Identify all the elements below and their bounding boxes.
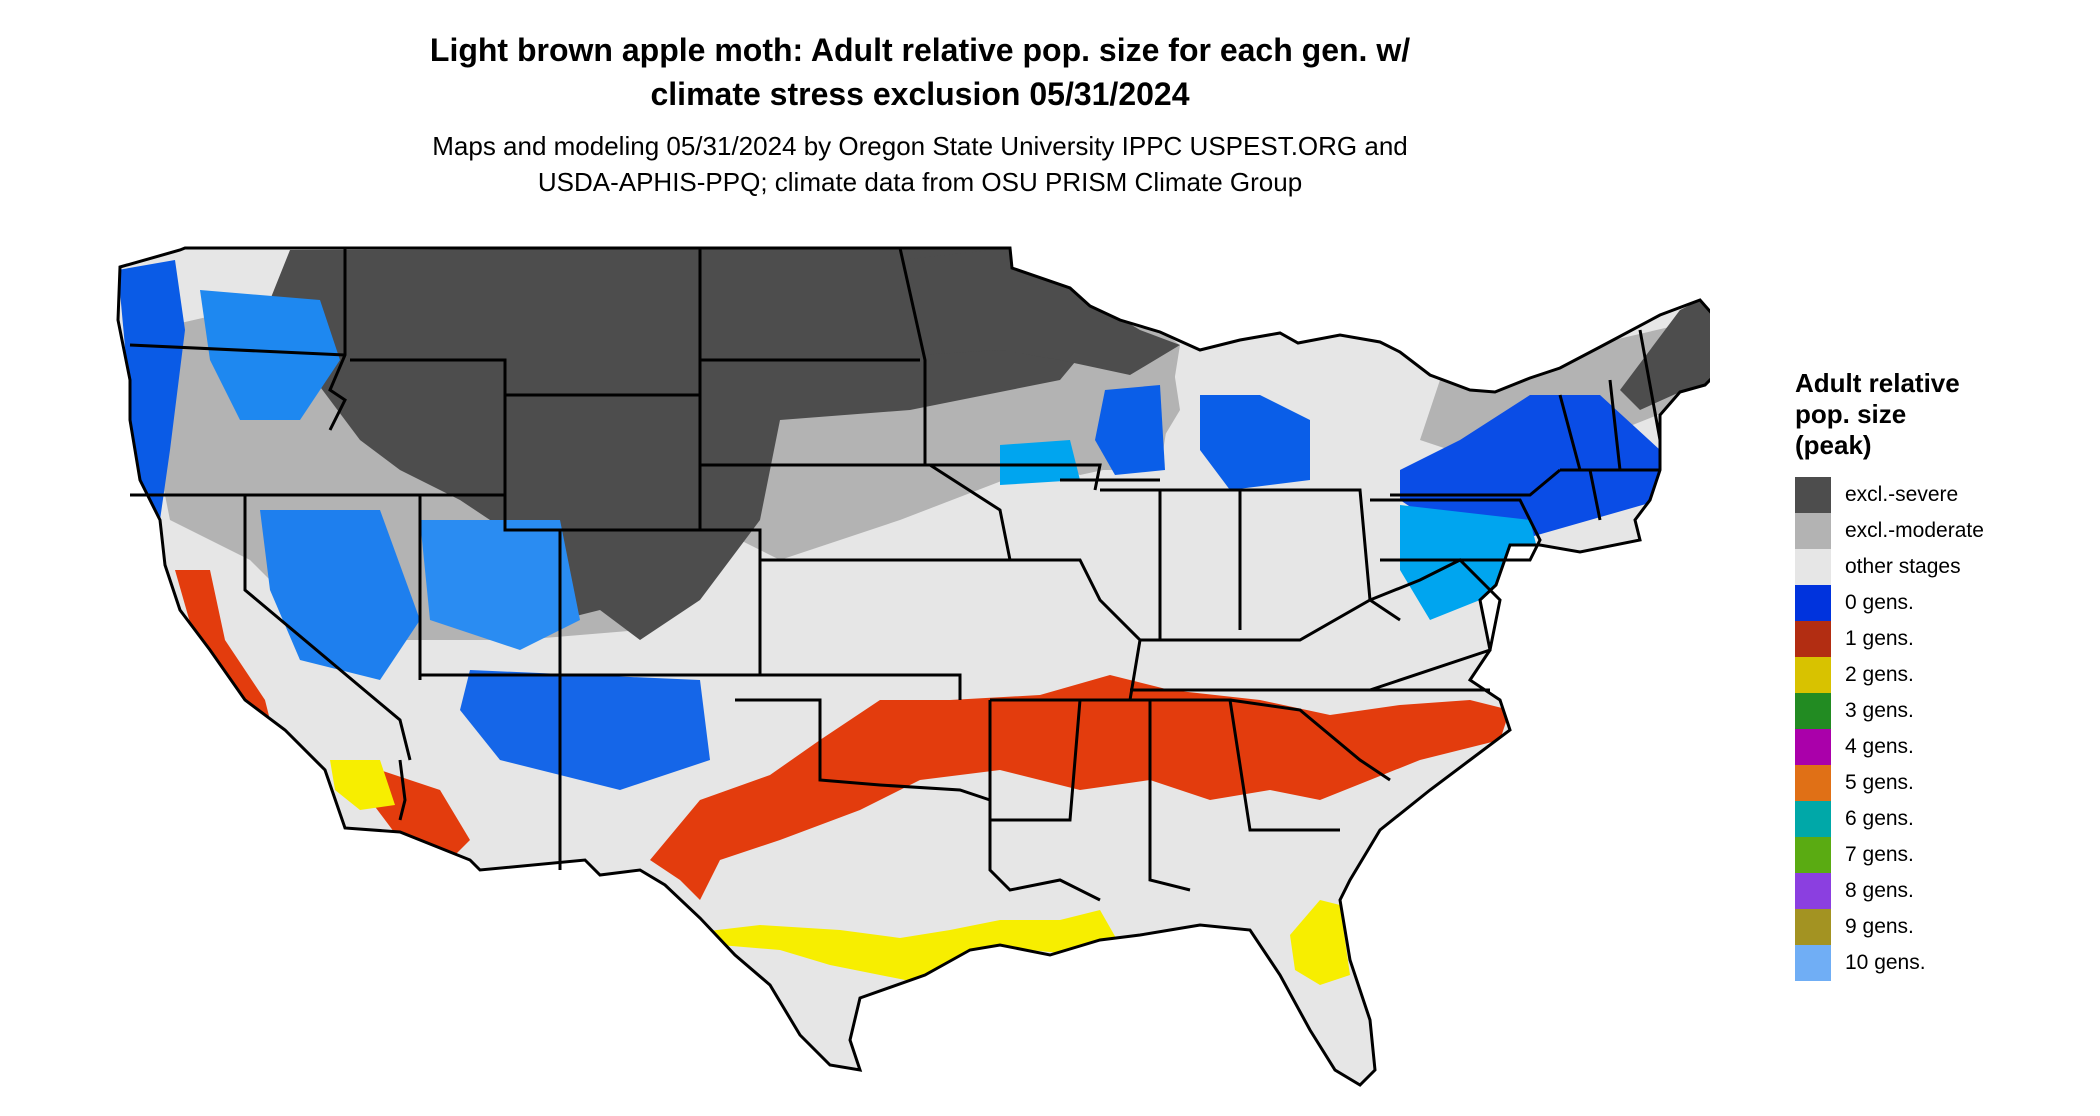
border-ok-tx [735, 698, 991, 802]
subtitle-line-1: Maps and modeling 05/31/2024 by Oregon S… [432, 131, 1408, 161]
border-pa [1370, 498, 1542, 562]
state-borders [116, 246, 1710, 1087]
border-mt-id-wy [350, 358, 507, 395]
legend-title-line-1: Adult relative [1795, 368, 1960, 398]
subtitle-line-2: USDA-APHIS-PPQ; climate data from OSU PR… [537, 167, 1303, 197]
us-map [116, 246, 1710, 1087]
legend-title-line-3: (peak) [1795, 430, 1872, 460]
title-line-2: climate stress exclusion 05/31/2024 [650, 76, 1190, 112]
legend-label: excl.-severe [1845, 483, 1959, 506]
legend-label: 4 gens. [1845, 735, 1914, 758]
zone-0-gens-michigan [1200, 395, 1310, 490]
border-al-ga [1150, 698, 1340, 832]
zone-0-gens-colorado [420, 520, 580, 650]
zone-2-gens-florida [1290, 900, 1350, 985]
border-idaho-west [328, 248, 347, 431]
zone-0-gens-minnesota [1000, 440, 1080, 485]
border-ky-tn [1140, 598, 1401, 642]
legend-swatch [1795, 549, 1831, 585]
us-outline [116, 246, 1710, 1087]
legend-label: 6 gens. [1845, 807, 1914, 830]
legend-swatch [1795, 513, 1831, 549]
legend-label: 10 gens. [1845, 951, 1926, 974]
legend-item: 0 gens. [1795, 585, 2065, 621]
border-dakotas-east [898, 247, 927, 465]
border-il-in-oh [1100, 488, 1372, 640]
legend-items: excl.-severe excl.-moderate other stages 0 … [1795, 477, 2065, 981]
legend-label: 7 gens. [1845, 843, 1914, 866]
legend-item: 1 gens. [1795, 621, 2065, 657]
border-ia-mn [925, 463, 1102, 491]
zone-0-gens-wisconsin [1095, 385, 1165, 475]
border-ar-la [988, 699, 1082, 822]
legend-swatch [1795, 801, 1831, 837]
legend-item: 6 gens. [1795, 801, 2065, 837]
legend-item: excl.-severe [1795, 477, 2065, 513]
legend-swatch [1795, 873, 1831, 909]
legend-swatch [1795, 837, 1831, 873]
border-ms-al [1070, 698, 1191, 892]
legend-swatch [1795, 621, 1831, 657]
legend-title-line-2: pop. size [1795, 399, 1907, 429]
map-title: Light brown apple moth: Adult relative p… [250, 28, 1590, 116]
zone-excl-severe-upper-midwest [900, 248, 1180, 375]
legend-label: other stages [1845, 555, 1961, 578]
border-ca-az [398, 759, 407, 821]
title-line-1: Light brown apple moth: Adult relative p… [429, 32, 1411, 68]
legend-label: 3 gens. [1845, 699, 1914, 722]
border-ny-pa [1390, 468, 1561, 497]
zone-1-gens-california-central [175, 570, 275, 740]
legend-title: Adult relative pop. size (peak) [1795, 368, 2065, 461]
border-la [988, 820, 1101, 902]
legend-label: 5 gens. [1845, 771, 1914, 794]
border-wa-or [129, 343, 346, 357]
legend-swatch [1795, 729, 1831, 765]
legend-swatch [1795, 765, 1831, 801]
border-va-wv [1369, 558, 1502, 692]
zone-2-gens-gulf-coast [700, 910, 1120, 985]
legend: Adult relative pop. size (peak) excl.-se… [1795, 368, 2065, 981]
legend-label: 2 gens. [1845, 663, 1914, 686]
border-ks-ok [758, 560, 962, 700]
zone-excl-severe-northern-plains [270, 248, 1110, 640]
legend-item: 9 gens. [1795, 909, 2065, 945]
legend-swatch [1795, 477, 1831, 513]
zone-0-gens-appalachia [1400, 505, 1540, 620]
legend-swatch [1795, 693, 1831, 729]
border-ut-id [420, 493, 507, 530]
legend-item: 4 gens. [1795, 729, 2065, 765]
zone-0-gens-cascades [200, 290, 340, 420]
zone-1-gens-southern-belt [650, 675, 1510, 900]
legend-item: 10 gens. [1795, 945, 2065, 981]
border-nv-ca [243, 495, 412, 761]
border-ga-sc [1229, 698, 1391, 782]
legend-swatch [1795, 657, 1831, 693]
zone-2-gens-arizona [330, 760, 395, 810]
legend-label: 1 gens. [1845, 627, 1914, 650]
zone-excl-severe-maine [1620, 300, 1710, 410]
legend-swatch [1795, 945, 1831, 981]
legend-item: 5 gens. [1795, 765, 2065, 801]
legend-item: 3 gens. [1795, 693, 2065, 729]
legend-swatch [1795, 909, 1831, 945]
legend-item: excl.-moderate [1795, 513, 2065, 549]
map-subtitle: Maps and modeling 05/31/2024 by Oregon S… [250, 128, 1590, 200]
legend-item: other stages [1795, 549, 2065, 585]
legend-label: 8 gens. [1845, 879, 1914, 902]
legend-label: 9 gens. [1845, 915, 1914, 938]
legend-item: 7 gens. [1795, 837, 2065, 873]
legend-swatch [1795, 585, 1831, 621]
legend-item: 8 gens. [1795, 873, 2065, 909]
legend-label: excl.-moderate [1845, 519, 1984, 542]
legend-label: 0 gens. [1845, 591, 1914, 614]
border-new-england [1560, 468, 1660, 521]
zone-1-gens-arizona [370, 770, 470, 860]
zone-0-gens-northeast [1400, 395, 1660, 540]
legend-item: 2 gens. [1795, 657, 2065, 693]
border-vt-nh-me [1558, 329, 1662, 471]
zone-0-gens-four-corners [460, 670, 710, 790]
